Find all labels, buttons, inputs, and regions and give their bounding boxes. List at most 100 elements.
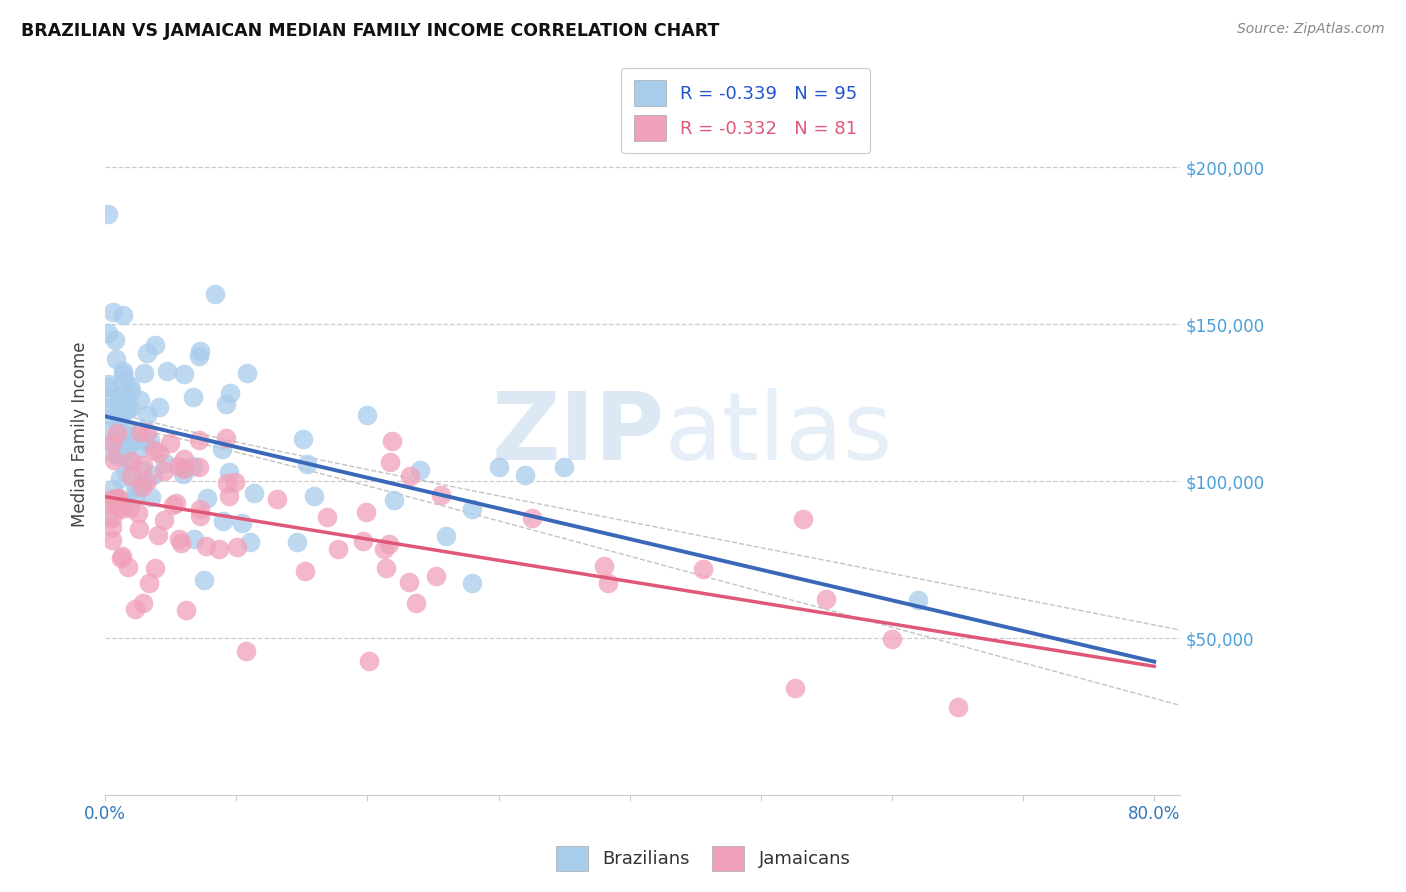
Point [378,537,401,551]
Point [101,482,124,496]
Point [224,475,246,490]
Point [129,393,152,408]
Point [285,535,308,549]
Point [112,396,135,410]
Point [183,533,205,547]
Point [127,506,149,520]
Point [139,490,162,504]
Point [356,408,378,422]
Point [132,458,155,472]
Point [118,378,141,392]
Point [146,528,169,542]
Point [153,513,176,527]
Point [592,558,614,573]
Point [373,541,395,556]
Point [118,430,141,444]
Point [352,533,374,548]
Point [120,456,142,470]
Point [100,445,122,459]
Point [596,575,619,590]
Point [110,388,132,402]
Point [114,374,136,388]
Point [513,468,536,483]
Point [374,561,396,575]
Point [783,681,806,696]
Point [946,700,969,714]
Point [98,392,121,406]
Point [302,489,325,503]
Point [97,376,120,391]
Point [134,366,156,380]
Point [193,573,215,587]
Point [354,505,377,519]
Point [218,489,240,503]
Point [173,461,195,475]
Point [219,385,242,400]
Point [188,459,211,474]
Point [165,496,187,510]
Point [108,413,131,427]
Point [381,434,404,448]
Point [187,433,209,447]
Point [128,425,150,440]
Point [107,491,129,505]
Point [405,596,427,610]
Point [792,512,814,526]
Point [111,364,134,378]
Point [208,542,231,557]
Point [226,541,249,555]
Point [148,446,170,460]
Point [143,338,166,352]
Text: atlas: atlas [665,388,893,480]
Point [115,467,138,481]
Point [170,536,193,550]
Point [114,495,136,509]
Point [173,367,195,381]
Point [173,461,195,475]
Point [110,502,132,516]
Legend: Brazilians, Jamaicans: Brazilians, Jamaicans [548,838,858,879]
Point [100,520,122,534]
Point [104,333,127,347]
Point [105,491,128,505]
Point [295,457,318,471]
Point [520,511,543,525]
Point [124,490,146,504]
Point [239,534,262,549]
Point [97,423,120,437]
Point [101,510,124,524]
Point [398,574,420,589]
Point [430,488,453,502]
Point [434,529,457,543]
Point [488,459,510,474]
Point [167,459,190,474]
Point [118,501,141,516]
Point [294,564,316,578]
Point [131,463,153,477]
Point [218,466,240,480]
Point [212,514,235,528]
Point [194,539,217,553]
Point [880,632,903,646]
Point [117,560,139,574]
Point [357,654,380,668]
Point [328,541,350,556]
Point [266,491,288,506]
Point [242,486,264,500]
Point [291,432,314,446]
Point [110,471,132,485]
Point [156,364,179,378]
Point [124,602,146,616]
Point [159,436,181,450]
Point [118,401,141,415]
Point [132,596,155,610]
Point [117,439,139,453]
Point [112,402,135,417]
Point [135,345,157,359]
Point [127,480,149,494]
Point [117,424,139,438]
Point [100,436,122,450]
Point [103,453,125,467]
Point [105,351,128,366]
Point [188,502,211,516]
